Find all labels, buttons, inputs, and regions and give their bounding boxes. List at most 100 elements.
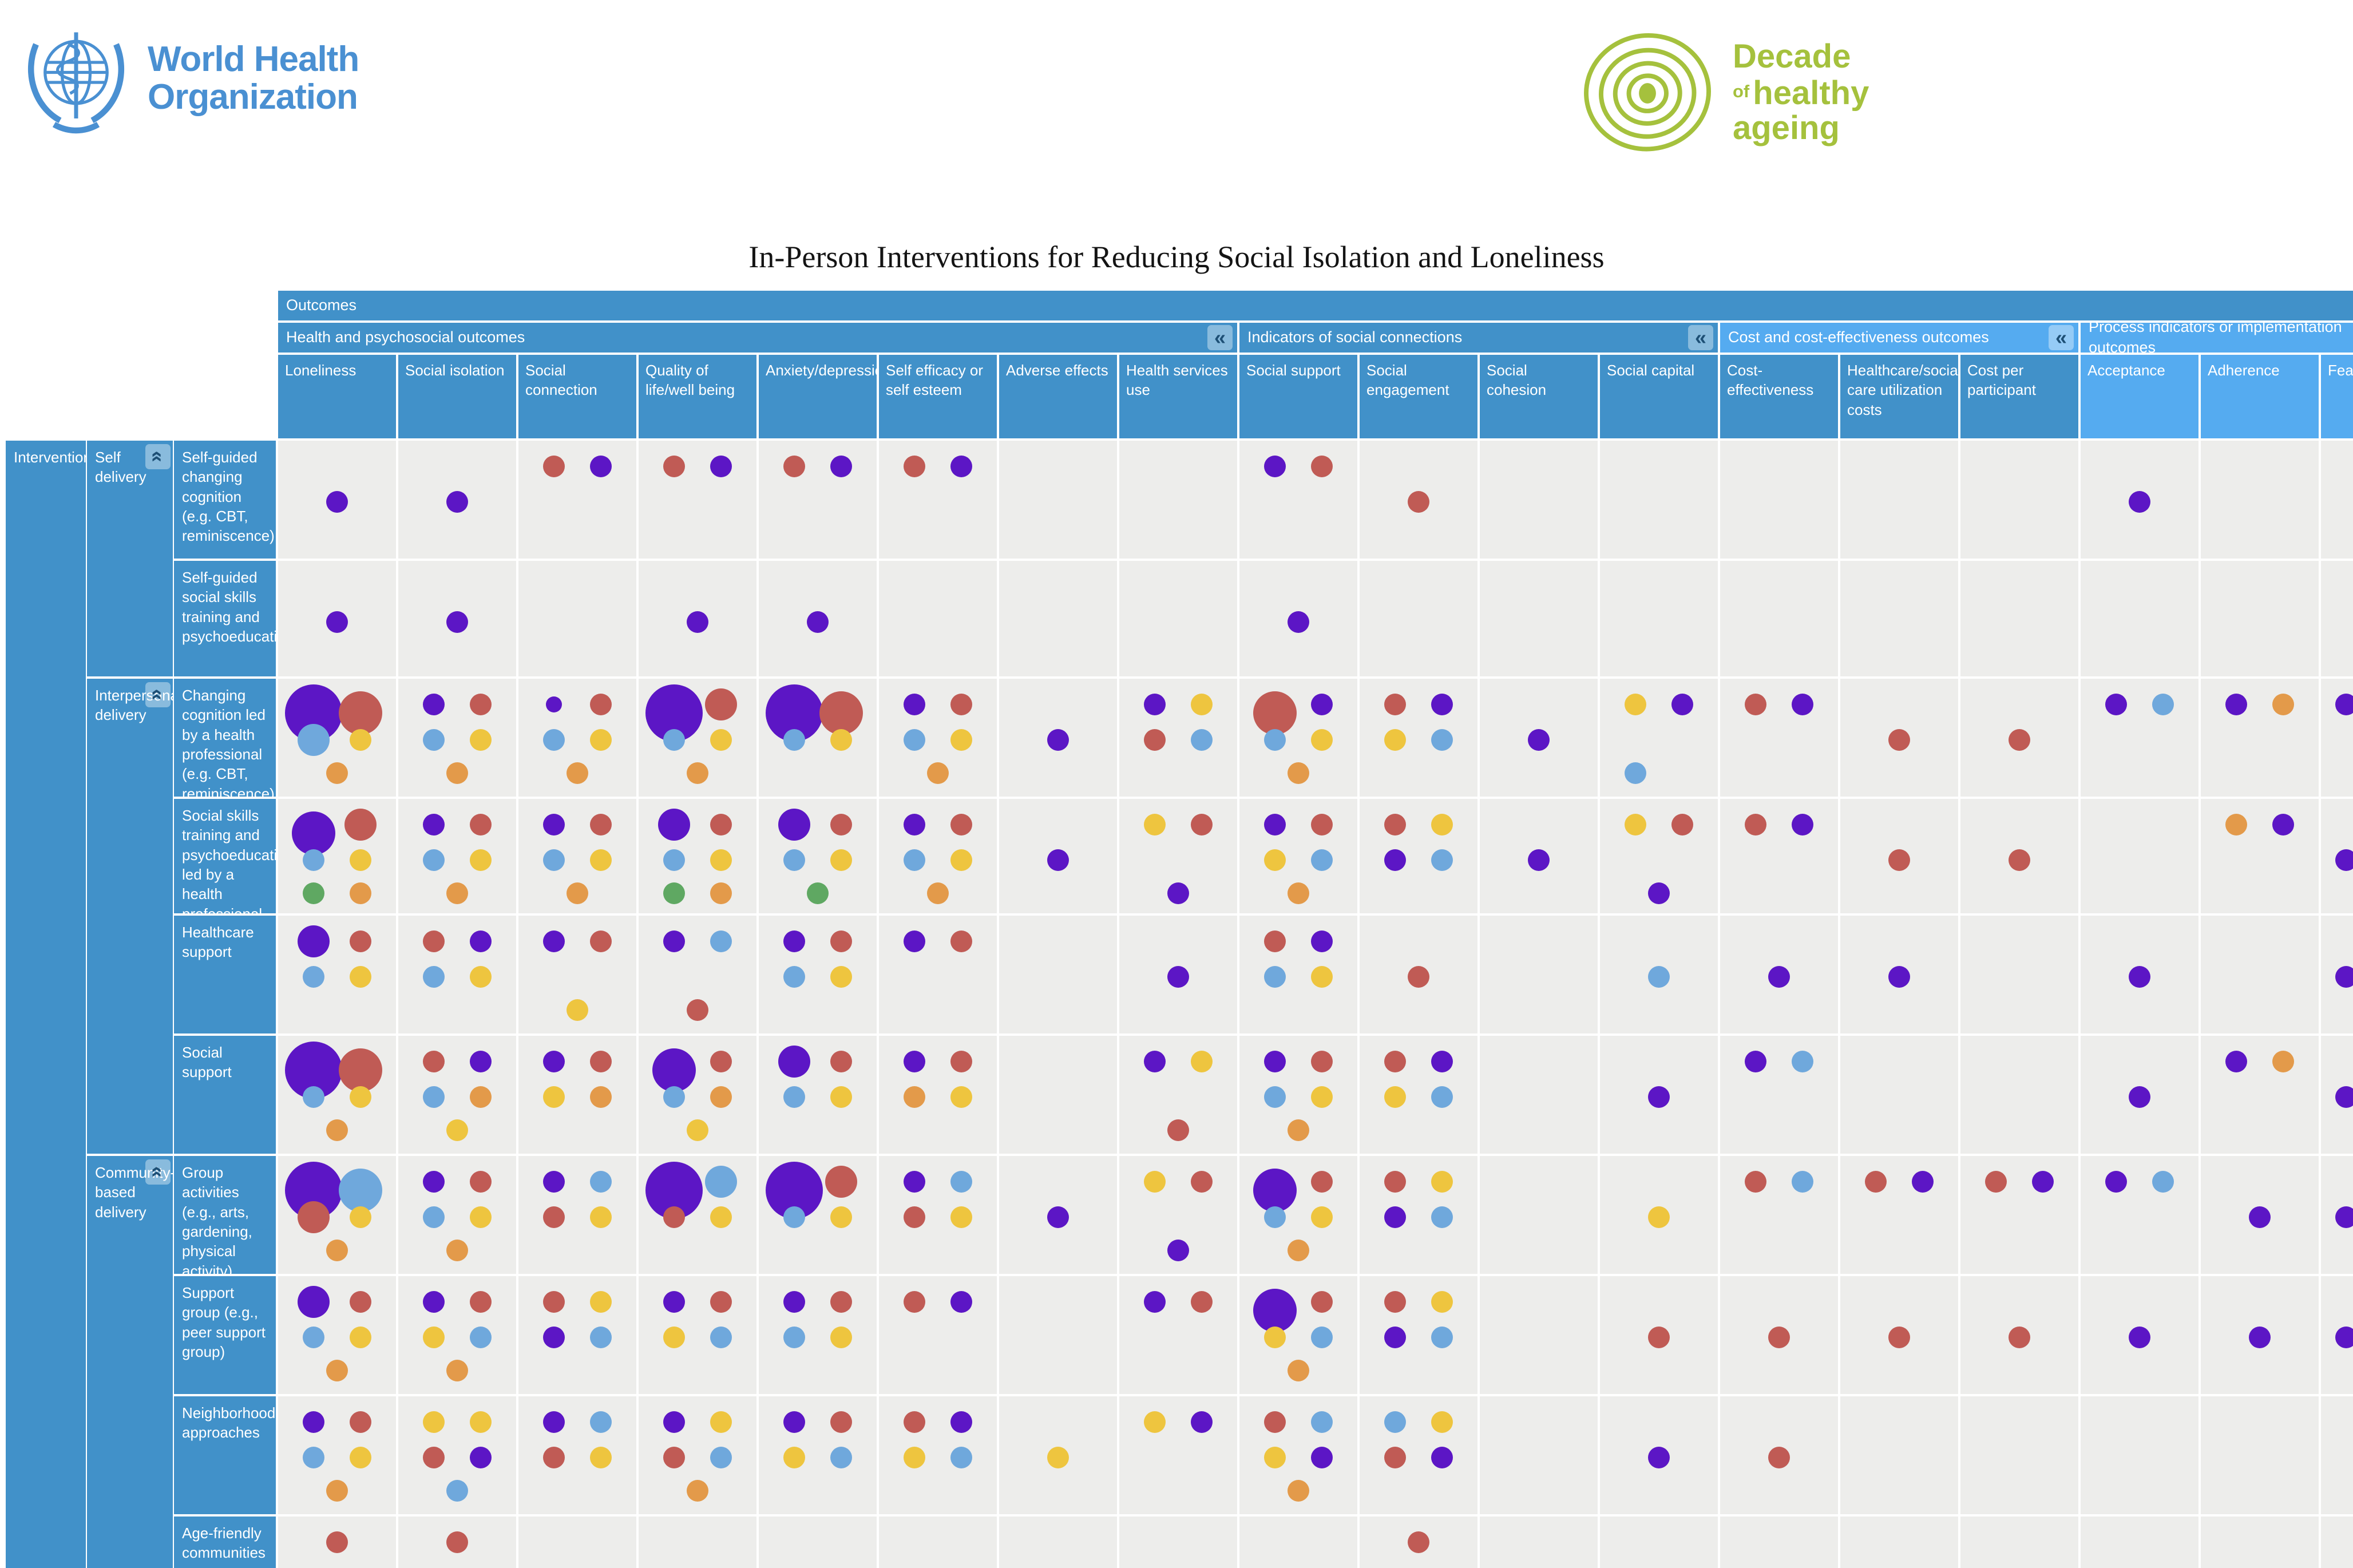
evidence-bubble-blue[interactable]: [2152, 694, 2174, 715]
matrix-cell[interactable]: [759, 916, 877, 1034]
matrix-cell[interactable]: [759, 679, 877, 797]
evidence-bubble-blue[interactable]: [710, 1447, 732, 1468]
evidence-bubble-purple[interactable]: [663, 930, 685, 952]
matrix-cell[interactable]: [1480, 916, 1598, 1034]
matrix-cell[interactable]: [879, 799, 997, 913]
matrix-cell[interactable]: [639, 1036, 756, 1154]
evidence-bubble-purple[interactable]: [543, 930, 565, 952]
evidence-bubble-yellow[interactable]: [446, 1119, 468, 1141]
matrix-cell[interactable]: [1239, 1276, 1357, 1394]
evidence-bubble-red[interactable]: [350, 1411, 371, 1433]
matrix-cell[interactable]: [1960, 561, 2078, 676]
matrix-cell[interactable]: [879, 1516, 997, 1568]
matrix-cell[interactable]: [1960, 1516, 2078, 1568]
matrix-cell[interactable]: [1239, 1396, 1357, 1514]
evidence-bubble-yellow[interactable]: [1191, 1051, 1213, 1072]
matrix-cell[interactable]: [518, 1036, 636, 1154]
evidence-bubble-blue[interactable]: [705, 1166, 737, 1198]
matrix-cell[interactable]: [1840, 799, 1958, 913]
evidence-bubble-yellow[interactable]: [350, 849, 371, 871]
matrix-cell[interactable]: [1239, 1516, 1357, 1568]
matrix-cell[interactable]: [398, 1036, 516, 1154]
evidence-bubble-orange[interactable]: [1288, 762, 1309, 784]
evidence-bubble-red[interactable]: [470, 1171, 492, 1193]
evidence-bubble-blue[interactable]: [590, 1327, 612, 1348]
evidence-bubble-purple[interactable]: [303, 1411, 324, 1433]
matrix-cell[interactable]: [1360, 1276, 1477, 1394]
evidence-bubble-purple[interactable]: [1792, 814, 1813, 836]
evidence-bubble-purple[interactable]: [1528, 849, 1550, 871]
matrix-cell[interactable]: [1840, 561, 1958, 676]
matrix-cell[interactable]: [999, 916, 1117, 1034]
matrix-cell[interactable]: [2321, 1036, 2353, 1154]
matrix-cell[interactable]: [398, 1516, 516, 1568]
evidence-bubble-orange[interactable]: [2272, 694, 2294, 715]
matrix-cell[interactable]: [999, 799, 1117, 913]
evidence-bubble-yellow[interactable]: [1431, 814, 1453, 836]
matrix-cell[interactable]: [1480, 1396, 1598, 1514]
evidence-bubble-purple[interactable]: [1047, 729, 1069, 751]
matrix-cell[interactable]: [639, 561, 756, 676]
collapse-columns-icon[interactable]: «: [1688, 325, 1713, 350]
matrix-cell[interactable]: [2321, 916, 2353, 1034]
evidence-bubble-red[interactable]: [904, 1411, 925, 1433]
evidence-bubble-red[interactable]: [543, 1291, 565, 1313]
evidence-bubble-yellow[interactable]: [1311, 1086, 1333, 1108]
evidence-bubble-red[interactable]: [1191, 814, 1213, 836]
matrix-cell[interactable]: [1720, 1276, 1838, 1394]
evidence-bubble-yellow[interactable]: [470, 966, 492, 988]
evidence-bubble-purple[interactable]: [1384, 1206, 1406, 1228]
matrix-cell[interactable]: [2201, 561, 2319, 676]
matrix-cell[interactable]: [1480, 1276, 1598, 1394]
evidence-bubble-yellow[interactable]: [1264, 1327, 1286, 1348]
matrix-cell[interactable]: [518, 1396, 636, 1514]
matrix-cell[interactable]: [759, 1396, 877, 1514]
evidence-bubble-red[interactable]: [1888, 849, 1910, 871]
matrix-cell[interactable]: [1960, 1396, 2078, 1514]
matrix-cell[interactable]: [999, 1396, 1117, 1514]
evidence-bubble-orange[interactable]: [2225, 814, 2247, 836]
matrix-cell[interactable]: [1600, 799, 1718, 913]
evidence-bubble-blue[interactable]: [1648, 966, 1670, 988]
evidence-bubble-purple[interactable]: [710, 456, 732, 477]
matrix-cell[interactable]: [1960, 799, 2078, 913]
evidence-bubble-purple[interactable]: [778, 1046, 810, 1078]
evidence-bubble-red[interactable]: [1264, 1411, 1286, 1433]
evidence-bubble-red[interactable]: [950, 694, 972, 715]
evidence-bubble-purple[interactable]: [470, 1051, 492, 1072]
evidence-bubble-purple[interactable]: [950, 1291, 972, 1313]
evidence-bubble-blue[interactable]: [1264, 966, 1286, 988]
evidence-bubble-yellow[interactable]: [710, 1411, 732, 1433]
evidence-bubble-orange[interactable]: [326, 762, 348, 784]
evidence-bubble-blue[interactable]: [1264, 1086, 1286, 1108]
matrix-cell[interactable]: [1119, 561, 1237, 676]
matrix-cell[interactable]: [1360, 1396, 1477, 1514]
evidence-bubble-red[interactable]: [1408, 491, 1429, 513]
evidence-bubble-purple[interactable]: [1311, 930, 1333, 952]
evidence-bubble-red[interactable]: [950, 814, 972, 836]
evidence-bubble-red[interactable]: [1768, 1327, 1790, 1348]
evidence-bubble-red[interactable]: [830, 1051, 852, 1072]
matrix-cell[interactable]: [999, 1276, 1117, 1394]
evidence-bubble-purple[interactable]: [1047, 1206, 1069, 1228]
matrix-cell[interactable]: [1239, 679, 1357, 797]
evidence-bubble-blue[interactable]: [2152, 1171, 2174, 1193]
evidence-bubble-purple[interactable]: [2105, 1171, 2127, 1193]
evidence-bubble-purple[interactable]: [1431, 1051, 1453, 1072]
evidence-bubble-yellow[interactable]: [830, 1086, 852, 1108]
evidence-bubble-red[interactable]: [423, 1447, 445, 1468]
evidence-bubble-yellow[interactable]: [423, 1411, 445, 1433]
evidence-bubble-orange[interactable]: [904, 1086, 925, 1108]
evidence-bubble-red[interactable]: [710, 1051, 732, 1072]
evidence-bubble-purple[interactable]: [326, 491, 348, 513]
matrix-cell[interactable]: [1239, 561, 1357, 676]
evidence-bubble-purple[interactable]: [543, 1411, 565, 1433]
matrix-cell[interactable]: [879, 1036, 997, 1154]
evidence-bubble-yellow[interactable]: [783, 1447, 805, 1468]
matrix-cell[interactable]: [1239, 1156, 1357, 1274]
evidence-bubble-red[interactable]: [543, 1206, 565, 1228]
evidence-bubble-red[interactable]: [470, 694, 492, 715]
matrix-cell[interactable]: [879, 916, 997, 1034]
evidence-bubble-purple[interactable]: [1528, 729, 1550, 751]
evidence-bubble-red[interactable]: [1408, 966, 1429, 988]
